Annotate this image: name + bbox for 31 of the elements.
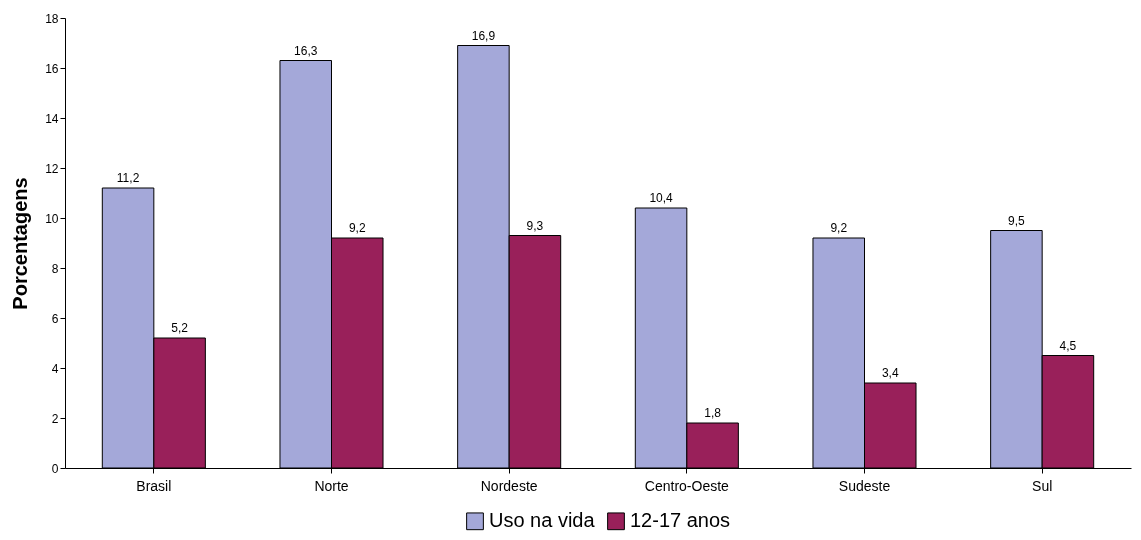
x-tick-label: Norte: [314, 477, 349, 494]
y-tick-label: 12: [45, 161, 59, 176]
y-tick-label: 6: [51, 311, 59, 326]
data-label: 9,5: [1008, 213, 1026, 228]
y-tick-label: 10: [45, 211, 59, 226]
data-label: 16,9: [471, 28, 496, 43]
data-label: 9,3: [526, 218, 544, 233]
data-label: 11,2: [116, 171, 140, 185]
data-label: 9,2: [830, 221, 848, 235]
data-label: 16,3: [294, 43, 318, 58]
x-tick-label: Sul: [1032, 477, 1053, 494]
y-tick-label: 4: [51, 361, 59, 376]
legend-label: Uso na vida: [489, 509, 596, 532]
y-tick-label: 0: [51, 461, 59, 476]
y-tick-label: 14: [45, 111, 59, 126]
data-label: 3,4: [881, 366, 899, 380]
y-tick-label: 8: [51, 261, 59, 276]
x-tick-label: Brasil: [136, 477, 172, 494]
legend-label: 12-17 anos: [630, 509, 731, 532]
data-label: 1,8: [704, 406, 722, 420]
x-tick-label: Sudeste: [838, 477, 891, 494]
y-tick-label: 16: [45, 61, 59, 76]
data-label: 4,5: [1059, 338, 1077, 353]
y-tick-label: 18: [45, 11, 59, 26]
data-label: 10,4: [649, 191, 674, 205]
data-label: 9,2: [348, 221, 366, 235]
y-axis-title: Porcentagens: [9, 177, 32, 310]
data-label: 5,2: [171, 321, 189, 335]
y-tick-label: 2: [51, 411, 59, 426]
x-tick-label: Centro-Oeste: [644, 477, 730, 494]
x-tick-label: Nordeste: [480, 477, 538, 494]
